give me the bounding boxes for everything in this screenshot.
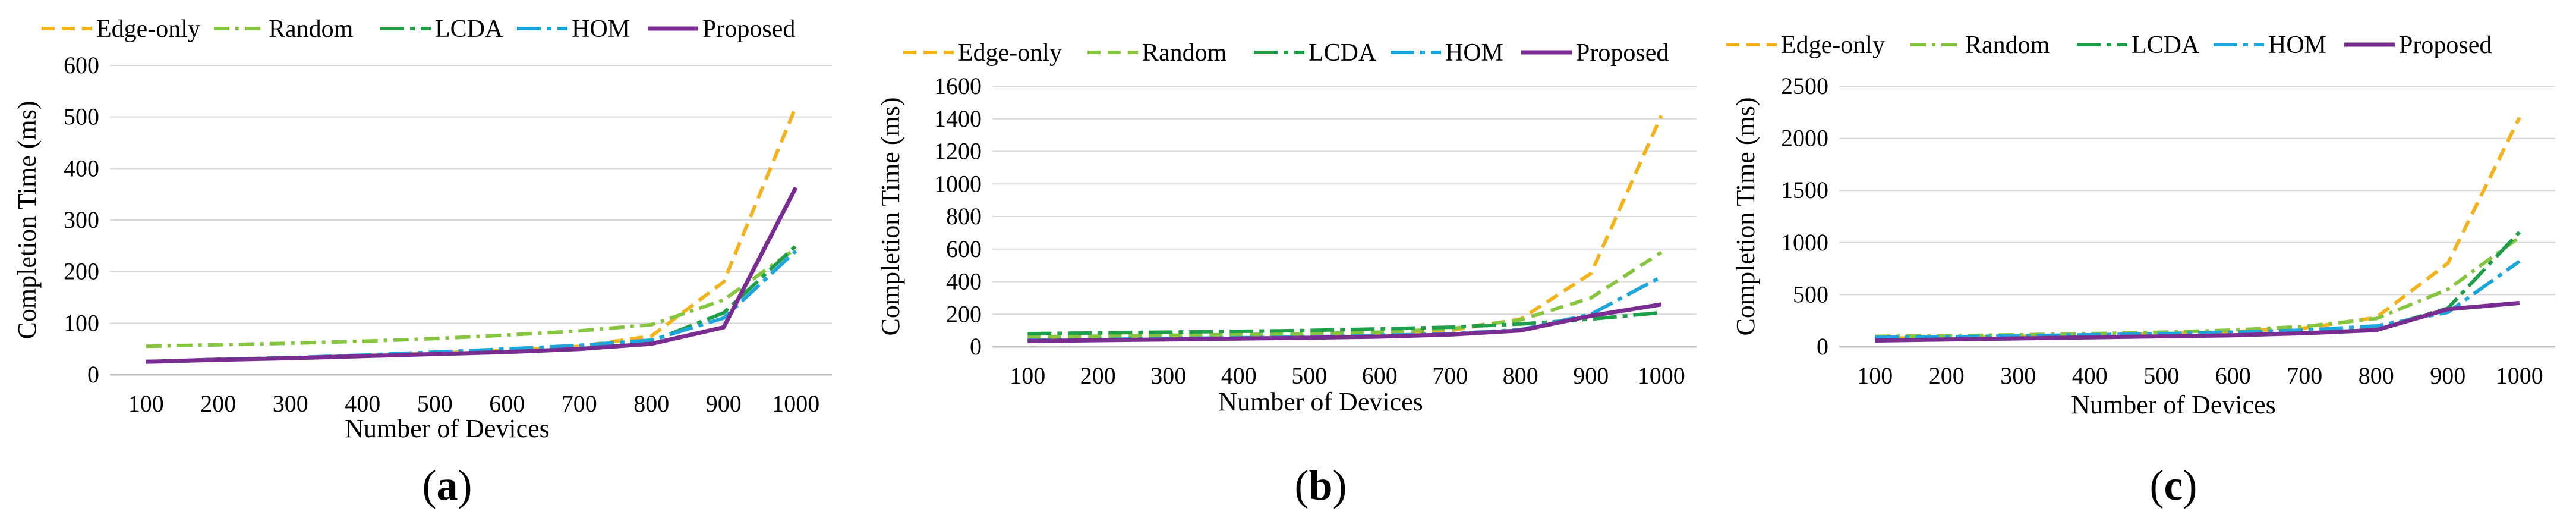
x-tick-label: 900 [1573, 362, 1609, 389]
legend-label: Random [1965, 32, 2050, 59]
legend-label: Proposed [1576, 39, 1669, 67]
x-axis-title: Number of Devices [1218, 387, 1423, 416]
x-tick-label: 400 [1221, 362, 1257, 389]
y-tick-label: 600 [946, 236, 982, 262]
x-tick-label: 600 [1362, 362, 1398, 389]
line-chart-b: 0 200 400 600 800 1000 1200 1400 1600 100 200 300 40… [876, 39, 1697, 509]
x-tick-label: 100 [128, 390, 164, 417]
y-tick-label: 800 [946, 203, 982, 230]
x-tick-label: 500 [1291, 362, 1327, 389]
legend-label: HOM [572, 15, 630, 43]
legend-label: Edge-only [958, 39, 1062, 67]
legend-label: Edge-only [96, 15, 200, 43]
x-tick-label: 1000 [2496, 362, 2543, 389]
x-axis-title: Number of Devices [345, 414, 550, 443]
chart-panel-c: 0 500 1000 1500 2000 2500 100 200 300 400 500 600 70… [1717, 0, 2576, 524]
y-tick-label: 1200 [934, 138, 982, 165]
x-tick-label: 900 [2430, 362, 2465, 389]
legend-label: LCDA [1309, 39, 1377, 67]
series-line-random [1027, 250, 1663, 339]
y-tick-label: 1000 [934, 170, 982, 197]
legend-label: Edge-only [1781, 32, 1885, 59]
panel-caption: (a) [422, 462, 472, 509]
series-line-edge-only [1027, 115, 1663, 341]
y-tick-label: 200 [64, 258, 99, 285]
y-axis-title: Completion Time (ms) [1731, 98, 1760, 336]
y-tick-label: 400 [946, 268, 982, 295]
x-tick-label: 500 [417, 390, 453, 417]
x-tick-label: 300 [2000, 362, 2036, 389]
x-tick-label: 300 [273, 390, 308, 417]
panel-caption: (b) [1294, 462, 1347, 509]
legend-label: Random [269, 15, 354, 43]
legend-label: HOM [2268, 32, 2326, 59]
legend-label: LCDA [435, 15, 503, 43]
y-tick-label: 300 [64, 206, 99, 233]
series-line-proposed [1027, 302, 1662, 343]
legend-label: Proposed [2399, 32, 2492, 59]
legend-label: LCDA [2132, 32, 2200, 59]
x-tick-label: 400 [2072, 362, 2108, 389]
y-tick-label: 1500 [1781, 177, 1828, 203]
x-tick-label: 200 [1929, 362, 1965, 389]
x-tick-label: 400 [345, 390, 380, 417]
x-tick-label: 100 [1010, 362, 1045, 389]
x-tick-label: 100 [1857, 362, 1893, 389]
x-tick-label: 700 [2287, 362, 2322, 389]
series-line-hom [146, 249, 797, 364]
y-tick-label: 100 [64, 309, 99, 336]
y-tick-label: 0 [970, 333, 982, 360]
line-chart-c: 0 500 1000 1500 2000 2500 100 200 300 400 500 600 70… [1726, 32, 2555, 509]
chart-panel-b: 0 200 400 600 800 1000 1200 1400 1600 100 200 300 40… [859, 0, 1717, 524]
y-tick-label: 2000 [1781, 125, 1828, 152]
x-tick-label: 700 [562, 390, 597, 417]
y-tick-label: 200 [946, 300, 982, 327]
line-chart-a: 0 100 200 300 400 500 600 100 200 300 400 500 600 700… [12, 15, 832, 509]
x-tick-label: 1000 [772, 390, 819, 417]
x-tick-label: 600 [489, 390, 525, 417]
series-line-edge-only [1875, 117, 2521, 340]
y-tick-label: 1400 [934, 105, 982, 132]
y-tick-label: 1000 [1781, 229, 1828, 256]
legend-label: Random [1142, 39, 1227, 67]
x-tick-label: 900 [706, 390, 742, 417]
y-tick-label: 0 [87, 361, 99, 388]
x-tick-label: 200 [1080, 362, 1116, 389]
legend-label: HOM [1445, 39, 1503, 67]
series-line-proposed [146, 186, 798, 364]
x-tick-label: 700 [1432, 362, 1468, 389]
y-tick-label: 500 [1793, 281, 1828, 308]
y-axis-title: Completion Time (ms) [876, 98, 905, 336]
chart-panel-a: 0 100 200 300 400 500 600 100 200 300 400 500 600 700… [0, 0, 859, 524]
x-tick-label: 800 [633, 390, 669, 417]
x-tick-label: 200 [200, 390, 236, 417]
y-tick-label: 500 [64, 103, 99, 130]
y-axis-title: Completion Time (ms) [12, 101, 42, 340]
x-tick-label: 300 [1150, 362, 1186, 389]
legend-label: Proposed [702, 15, 795, 43]
series-line-lcda [1027, 310, 1662, 336]
y-tick-label: 400 [64, 155, 99, 181]
series-line-random [1875, 236, 2521, 338]
series-line-proposed [1875, 300, 2520, 343]
y-tick-label: 0 [1817, 333, 1828, 360]
x-tick-label: 600 [2215, 362, 2251, 389]
y-tick-label: 1600 [934, 73, 982, 99]
x-tick-label: 500 [2143, 362, 2179, 389]
x-tick-label: 800 [1503, 362, 1538, 389]
series-line-hom [1875, 259, 2521, 340]
x-tick-label: 800 [2359, 362, 2394, 389]
y-tick-label: 2500 [1781, 73, 1828, 99]
panel-caption: (c) [2150, 462, 2197, 509]
x-tick-label: 1000 [1638, 362, 1685, 389]
x-axis-title: Number of Devices [2071, 390, 2276, 419]
y-tick-label: 600 [64, 52, 99, 79]
series-line-lcda [1875, 231, 2521, 341]
